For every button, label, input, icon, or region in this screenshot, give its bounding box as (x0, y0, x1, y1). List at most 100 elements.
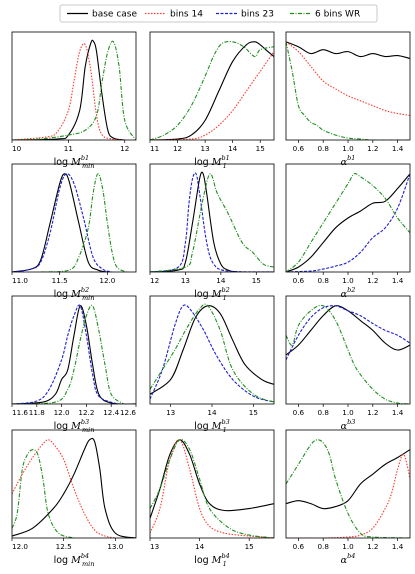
series-base-case (150, 439, 274, 519)
x-tick-label: 1.2 (367, 144, 378, 153)
panel-series (12, 39, 136, 140)
series-base-case (12, 173, 108, 272)
panel-1-3: 0.6 0.8 1.0 1.2 1.4 αb1 (285, 31, 411, 168)
series-bins-23 (12, 304, 118, 404)
x-axis-label: log Mb2 1 (194, 286, 230, 302)
series-base-case (286, 173, 410, 272)
series-base-case (286, 41, 410, 60)
panel-4-1: 12.0 12.5 13.0 log Mb4 min (11, 429, 137, 568)
legend-label-1: bins 14 (170, 10, 203, 20)
x-tick-label: 0.8 (317, 144, 329, 153)
x-tick-label: 12.4 (103, 408, 119, 417)
panel-3-3: 0.6 0.8 1.0 1.2 1.4 αb3 (285, 295, 411, 432)
x-tick-label: 1.4 (392, 542, 404, 551)
panel-series (286, 41, 410, 140)
x-tick-label: 14 (228, 144, 238, 153)
series-6-bins-wr (12, 304, 124, 404)
series-6-bins-wr (12, 40, 136, 140)
x-tick-label: 1.2 (367, 542, 378, 551)
panel-series (150, 171, 274, 272)
panel-frame (149, 163, 275, 273)
x-axis-label: log Mb3 min (54, 418, 95, 434)
series-bins-23 (286, 305, 410, 361)
x-axis-label: log Mb3 1 (194, 418, 230, 434)
legend: base case bins 14 bins 23 6 bins WR (59, 4, 378, 23)
panel-series (12, 437, 136, 538)
panel-2-3: 0.6 0.8 1.0 1.2 1.4 αb2 (285, 163, 411, 300)
panel-1-2: 11 12 13 14 15 log Mb1 1 (149, 31, 275, 170)
series-bins-23 (286, 173, 410, 272)
x-axis-label: αb2 (341, 286, 356, 300)
x-tick-label: 12.2 (78, 408, 94, 417)
x-tick-label: 11.0 (12, 276, 28, 285)
x-tick-label: 11 (64, 144, 73, 153)
x-tick-label: 11.6 (12, 408, 28, 417)
x-tick-label: 15 (245, 542, 254, 551)
series-bins-14 (12, 43, 125, 140)
series-6-bins-wr (286, 172, 410, 272)
panel-1-1: 10 11 12 log Mb1 min (11, 31, 137, 170)
panel-series (150, 303, 274, 403)
x-tick-label: 11.8 (29, 408, 45, 417)
x-axis-label: log Mb2 min (54, 286, 95, 302)
panel-series (286, 172, 410, 272)
panel-frame (11, 31, 137, 141)
x-tick-label: 12.6 (120, 408, 136, 417)
panel-4-3: 0.6 0.8 1.0 1.2 1.4 αb4 (285, 429, 411, 566)
x-tick-label: 1.0 (342, 276, 354, 285)
x-tick-label: 1.2 (367, 276, 378, 285)
x-tick-label: 13 (181, 276, 190, 285)
x-tick-label: 0.8 (317, 408, 329, 417)
panel-frame (11, 295, 137, 405)
series-6-bins-wr (150, 173, 274, 272)
series-bins-23 (150, 304, 274, 403)
legend-label-3: 6 bins WR (315, 10, 360, 20)
panel-frame (11, 429, 137, 539)
x-tick-label: 13 (201, 144, 210, 153)
x-tick-label: 1.4 (392, 408, 404, 417)
series-base-case (12, 437, 136, 538)
series-6-bins-wr (150, 303, 274, 403)
series-base-case (150, 171, 274, 272)
series-base-case (286, 449, 410, 510)
x-tick-label: 0.6 (293, 144, 305, 153)
panel-frame (285, 31, 411, 141)
panel-frame (149, 31, 275, 141)
x-tick-label: 0.6 (293, 276, 305, 285)
series-bins-23 (12, 173, 113, 272)
x-tick-label: 15 (252, 276, 261, 285)
x-tick-label: 15 (256, 144, 265, 153)
x-tick-label: 14 (207, 408, 217, 417)
panel-series (286, 304, 410, 404)
x-tick-label: 1.2 (367, 408, 378, 417)
panel-2-2: 12 13 14 15 log Mb2 1 (149, 163, 275, 302)
series-base-case (150, 305, 274, 395)
x-tick-label: 12 (150, 276, 159, 285)
panel-frame (11, 163, 137, 273)
x-tick-label: 12 (173, 144, 182, 153)
x-tick-label: 1.0 (342, 542, 354, 551)
panel-3-2: 13 14 15 log Mb3 1 (149, 295, 275, 434)
x-tick-label: 13.0 (107, 542, 123, 551)
x-axis-label: αb4 (341, 552, 356, 566)
x-axis-label: log Mb4 1 (194, 552, 230, 568)
x-tick-label: 0.8 (317, 542, 329, 551)
x-tick-label: 1.4 (392, 144, 404, 153)
x-axis-label: log Mb1 min (54, 154, 95, 170)
panel-series (150, 41, 274, 140)
series-base-case (12, 39, 125, 140)
series-bins-14 (286, 453, 410, 538)
legend-label-2: bins 23 (241, 10, 274, 20)
panel-3-1: 11.6 11.8 12.0 12.2 12.4 12.6 log Mb3 min (11, 295, 137, 434)
series-base-case (150, 41, 274, 140)
series-bins-14 (150, 439, 274, 538)
x-tick-label: 0.6 (293, 542, 305, 551)
x-tick-label: 13 (150, 542, 159, 551)
panel-2-1: 11.0 11.5 12.0 log Mb2 min (11, 163, 137, 302)
x-tick-label: 12.5 (56, 542, 72, 551)
x-tick-label: 13 (166, 408, 175, 417)
series-6-bins-wr (150, 41, 274, 140)
x-tick-label: 12.0 (54, 408, 70, 417)
x-axis-label: log Mb4 min (54, 552, 95, 568)
